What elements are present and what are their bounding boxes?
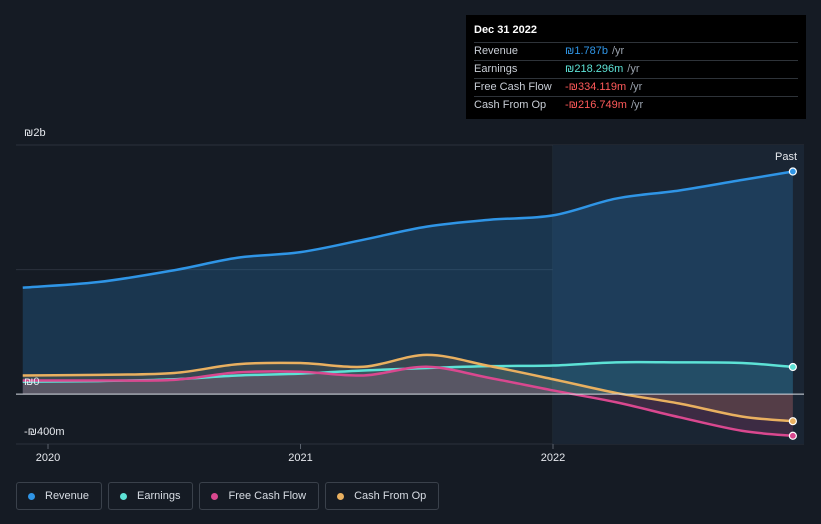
- tooltip-row-value: ₪1.787b: [565, 45, 608, 57]
- earnings-area: [22, 362, 793, 395]
- tooltip-row-unit: /yr: [612, 45, 625, 57]
- x-tick-label: 2022: [541, 452, 565, 464]
- y-axis: ₪2b ₪0 -₪400m: [24, 127, 65, 438]
- free-cash-flow-area: [22, 366, 793, 436]
- series-fills: [22, 171, 793, 436]
- tooltip-row-label: Free Cash Flow: [474, 81, 552, 93]
- cash-from-op-line: [22, 353, 793, 423]
- x-axis: 2020 2021 2022: [36, 444, 565, 464]
- series-lines: [22, 170, 794, 438]
- tooltip-date: Dec 31 2022: [474, 24, 537, 36]
- revenue-line: [22, 170, 794, 289]
- legend-item-earnings[interactable]: Earnings: [108, 482, 194, 510]
- legend: Revenue Earnings Free Cash Flow Cash From O…: [16, 482, 440, 510]
- tooltip-row-unit: /yr: [630, 81, 643, 93]
- legend-label: Revenue: [45, 490, 90, 502]
- legend-item-free-cash-flow[interactable]: Free Cash Flow: [199, 482, 320, 510]
- tooltip-row: Free Cash Flow -₪334.119m/yr: [474, 78, 798, 96]
- legend-label: Earnings: [137, 490, 181, 502]
- revenue-end-point: [788, 167, 797, 176]
- tooltip-row: Cash From Op -₪216.749m/yr: [474, 96, 798, 114]
- tooltip-row-label: Earnings: [474, 63, 518, 75]
- tooltip-row-value: ₪218.296m: [565, 63, 624, 75]
- tooltip-row-label: Revenue: [474, 45, 519, 57]
- legend-item-cash-from-op[interactable]: Cash From Op: [325, 482, 440, 510]
- legend-label: Free Cash Flow: [228, 490, 307, 502]
- legend-item-revenue[interactable]: Revenue: [16, 482, 103, 510]
- legend-dot-icon: [120, 492, 128, 500]
- tooltip-row-value: -₪334.119m: [565, 81, 627, 93]
- tooltip-row-label: Cash From Op: [474, 99, 547, 111]
- tooltip-row: Earnings ₪218.296m/yr: [474, 60, 798, 78]
- legend-dot-icon: [337, 492, 345, 500]
- y-tick-label: ₪2b: [24, 127, 46, 139]
- cash-from-op-area: [22, 354, 793, 422]
- tooltip-row-value: -₪216.749m: [565, 99, 627, 111]
- free-cash-flow-end-point: [788, 431, 797, 440]
- past-label: Past: [775, 151, 797, 163]
- tooltip-row-unit: /yr: [630, 99, 644, 111]
- y-tick-label: -₪400m: [24, 426, 65, 438]
- x-tick-label: 2020: [36, 452, 60, 464]
- legend-dot-icon: [211, 492, 219, 500]
- tooltip-row: Revenue ₪1.787b/yr: [474, 42, 798, 60]
- earnings-end-point: [788, 362, 797, 372]
- legend-dot-icon: [28, 492, 35, 500]
- revenue-area: [22, 171, 793, 395]
- series-end-points: [788, 167, 797, 440]
- x-tick-label: 2021: [288, 452, 312, 464]
- legend-label: Cash From Op: [354, 490, 427, 502]
- free-cash-flow-line: [22, 365, 793, 438]
- tooltip: Dec 31 2022 Revenue ₪1.787b/yr Earnings ₪21…: [466, 15, 806, 119]
- tooltip-row-unit: /yr: [627, 63, 640, 75]
- cash-from-op-end-point: [788, 417, 797, 426]
- y-tick-label: ₪0: [24, 376, 39, 388]
